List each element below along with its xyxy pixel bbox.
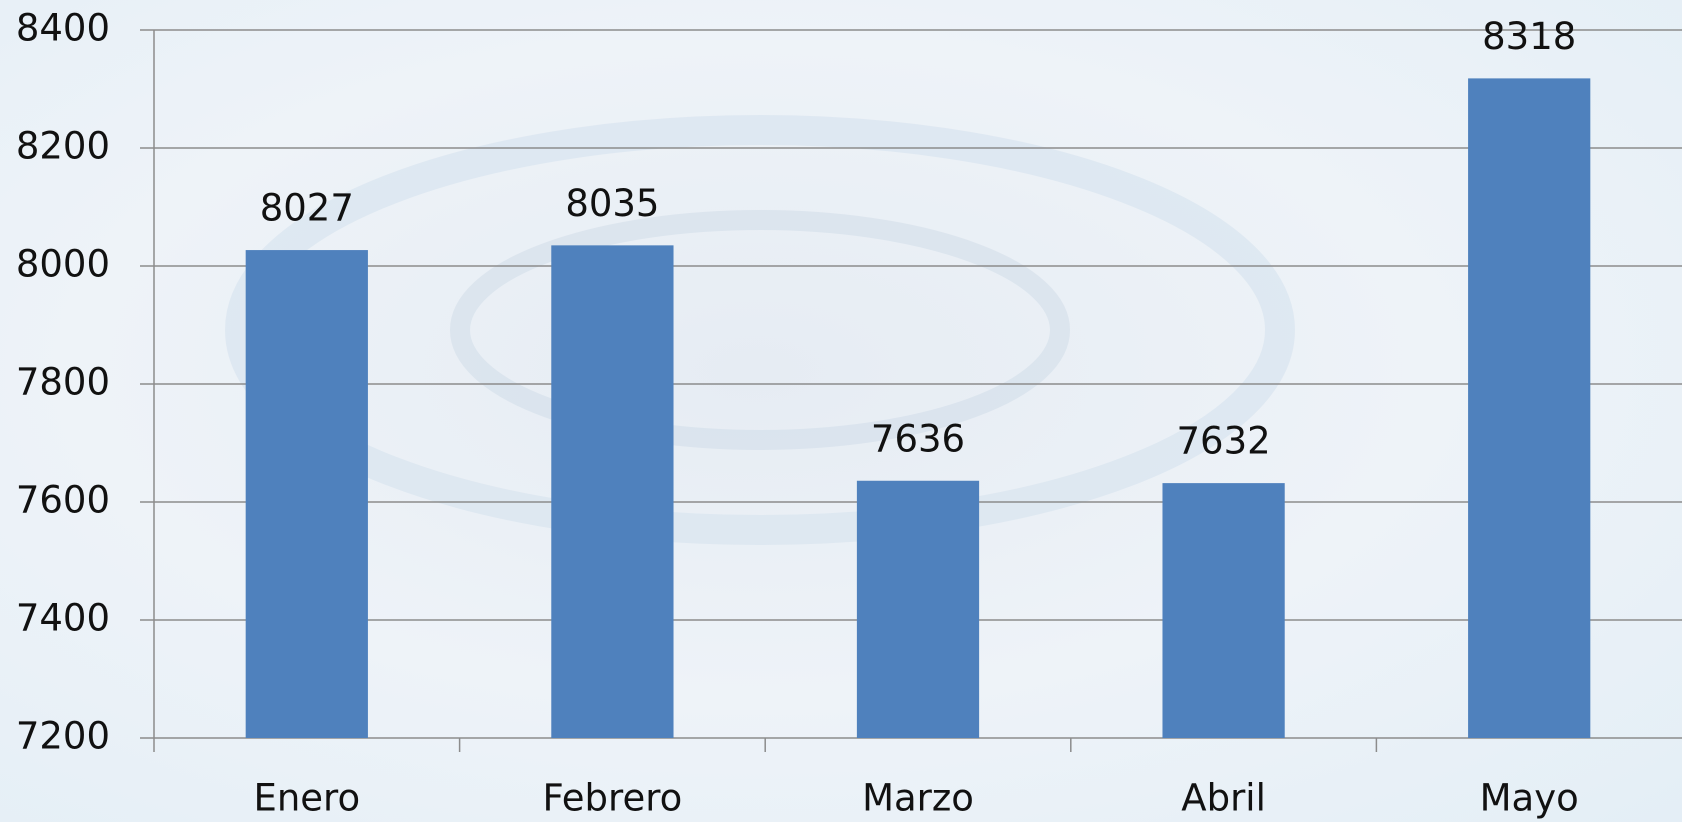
y-tick-label: 7800 xyxy=(16,361,110,404)
x-tick-label: Marzo xyxy=(862,777,974,820)
y-tick-label: 8000 xyxy=(16,243,110,286)
bar xyxy=(1468,78,1591,738)
data-label: 8035 xyxy=(565,182,659,225)
background-ripple xyxy=(450,210,1070,450)
background-ripple xyxy=(225,115,1295,545)
data-label: 8027 xyxy=(260,187,354,230)
bar xyxy=(551,245,674,738)
x-tick-label: Febrero xyxy=(543,777,683,820)
x-tick-label: Enero xyxy=(253,777,360,820)
bar xyxy=(1162,483,1285,738)
y-tick-label: 8400 xyxy=(16,7,110,50)
data-label: 8318 xyxy=(1482,15,1576,58)
x-tick-label: Abril xyxy=(1181,777,1266,820)
data-label: 7632 xyxy=(1177,420,1271,463)
data-label: 7636 xyxy=(871,417,965,460)
x-tick-label: Mayo xyxy=(1480,777,1579,820)
y-tick-label: 7400 xyxy=(16,597,110,640)
y-tick-label: 7600 xyxy=(16,479,110,522)
bar xyxy=(245,250,368,738)
bar xyxy=(856,480,980,738)
y-tick-label: 7200 xyxy=(16,715,110,758)
y-tick-label: 8200 xyxy=(16,125,110,168)
